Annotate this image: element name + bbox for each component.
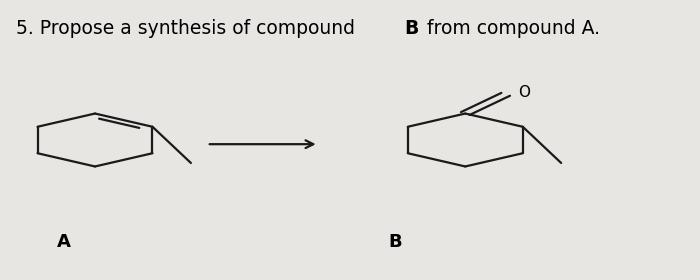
Text: from compound A.: from compound A.: [421, 19, 601, 38]
Text: B: B: [405, 19, 419, 38]
Text: B: B: [389, 234, 402, 251]
Text: 5. Propose a synthesis of compound: 5. Propose a synthesis of compound: [16, 19, 361, 38]
Text: A: A: [57, 234, 71, 251]
Text: O: O: [518, 85, 531, 101]
